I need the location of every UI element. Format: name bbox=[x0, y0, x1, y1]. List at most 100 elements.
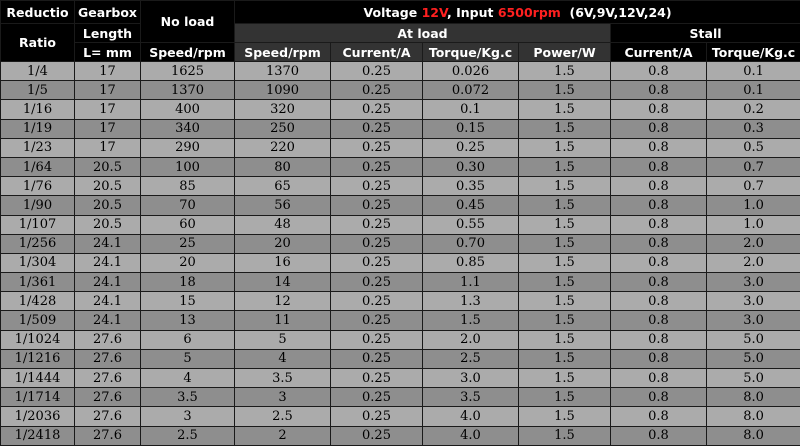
cell-ratio: 1/64 bbox=[1, 157, 75, 176]
cell-load-power: 1.5 bbox=[519, 81, 611, 100]
cell-stall-torque: 8.0 bbox=[707, 426, 800, 445]
cell-stall-current: 0.8 bbox=[611, 273, 707, 292]
cell-load-power: 1.5 bbox=[519, 196, 611, 215]
cell-load-torque: 0.1 bbox=[423, 100, 519, 119]
cell-load-speed: 220 bbox=[235, 138, 331, 157]
cell-stall-current: 0.8 bbox=[611, 311, 707, 330]
cell-load-torque: 0.70 bbox=[423, 234, 519, 253]
cell-ratio: 1/509 bbox=[1, 311, 75, 330]
cell-noload-speed: 13 bbox=[141, 311, 235, 330]
cell-load-speed: 56 bbox=[235, 196, 331, 215]
header-voltage-line: Voltage 12V, Input 6500rpm (6V,9V,12V,24… bbox=[235, 1, 800, 24]
cell-load-torque: 1.1 bbox=[423, 273, 519, 292]
cell-load-speed: 20 bbox=[235, 234, 331, 253]
cell-load-speed: 65 bbox=[235, 177, 331, 196]
cell-load-power: 1.5 bbox=[519, 369, 611, 388]
cell-length: 27.6 bbox=[75, 330, 141, 349]
cell-noload-speed: 18 bbox=[141, 273, 235, 292]
cell-length: 17 bbox=[75, 100, 141, 119]
cell-stall-torque: 2.0 bbox=[707, 253, 800, 272]
cell-stall-current: 0.8 bbox=[611, 81, 707, 100]
cell-length: 17 bbox=[75, 138, 141, 157]
cell-ratio: 1/1444 bbox=[1, 369, 75, 388]
cell-length: 20.5 bbox=[75, 157, 141, 176]
cell-stall-current: 0.8 bbox=[611, 196, 707, 215]
cell-ratio: 1/5 bbox=[1, 81, 75, 100]
header-gearbox-mid: Length bbox=[75, 24, 141, 43]
cell-load-speed: 320 bbox=[235, 100, 331, 119]
cell-stall-torque: 8.0 bbox=[707, 407, 800, 426]
cell-ratio: 1/76 bbox=[1, 177, 75, 196]
voltage-value: 12V bbox=[422, 5, 447, 20]
cell-load-speed: 4 bbox=[235, 349, 331, 368]
cell-load-speed: 3 bbox=[235, 388, 331, 407]
cell-load-torque: 0.55 bbox=[423, 215, 519, 234]
cell-stall-torque: 0.1 bbox=[707, 62, 800, 81]
cell-load-current: 0.25 bbox=[331, 234, 423, 253]
cell-load-current: 0.25 bbox=[331, 349, 423, 368]
cell-load-current: 0.25 bbox=[331, 369, 423, 388]
cell-stall-current: 0.8 bbox=[611, 157, 707, 176]
cell-load-torque: 4.0 bbox=[423, 426, 519, 445]
cell-load-torque: 3.0 bbox=[423, 369, 519, 388]
cell-load-torque: 0.072 bbox=[423, 81, 519, 100]
cell-load-current: 0.25 bbox=[331, 177, 423, 196]
cell-length: 17 bbox=[75, 119, 141, 138]
cell-load-power: 1.5 bbox=[519, 157, 611, 176]
cell-ratio: 1/304 bbox=[1, 253, 75, 272]
cell-load-torque: 0.30 bbox=[423, 157, 519, 176]
cell-load-power: 1.5 bbox=[519, 311, 611, 330]
cell-load-current: 0.25 bbox=[331, 426, 423, 445]
cell-noload-speed: 1625 bbox=[141, 62, 235, 81]
cell-load-power: 1.5 bbox=[519, 100, 611, 119]
cell-ratio: 1/1714 bbox=[1, 388, 75, 407]
cell-load-speed: 48 bbox=[235, 215, 331, 234]
cell-stall-torque: 5.0 bbox=[707, 330, 800, 349]
cell-stall-current: 0.8 bbox=[611, 349, 707, 368]
cell-load-current: 0.25 bbox=[331, 311, 423, 330]
cell-load-current: 0.25 bbox=[331, 253, 423, 272]
cell-stall-torque: 5.0 bbox=[707, 349, 800, 368]
cell-noload-speed: 5 bbox=[141, 349, 235, 368]
cell-stall-torque: 1.0 bbox=[707, 215, 800, 234]
cell-length: 17 bbox=[75, 81, 141, 100]
cell-length: 27.6 bbox=[75, 369, 141, 388]
voltage-label: Voltage bbox=[364, 5, 422, 20]
voltage-options: (6V,9V,12V,24) bbox=[570, 5, 672, 20]
cell-load-current: 0.25 bbox=[331, 62, 423, 81]
cell-stall-torque: 0.3 bbox=[707, 119, 800, 138]
cell-stall-torque: 5.0 bbox=[707, 369, 800, 388]
cell-ratio: 1/23 bbox=[1, 138, 75, 157]
cell-stall-current: 0.8 bbox=[611, 100, 707, 119]
cell-stall-current: 0.8 bbox=[611, 426, 707, 445]
cell-load-power: 1.5 bbox=[519, 273, 611, 292]
cell-stall-current: 0.8 bbox=[611, 388, 707, 407]
cell-load-current: 0.25 bbox=[331, 407, 423, 426]
cell-load-current: 0.25 bbox=[331, 100, 423, 119]
cell-length: 27.6 bbox=[75, 388, 141, 407]
cell-noload-speed: 15 bbox=[141, 292, 235, 311]
cell-ratio: 1/361 bbox=[1, 273, 75, 292]
cell-stall-torque: 2.0 bbox=[707, 234, 800, 253]
cell-noload-speed: 2.5 bbox=[141, 426, 235, 445]
cell-noload-speed: 4 bbox=[141, 369, 235, 388]
cell-ratio: 1/1216 bbox=[1, 349, 75, 368]
header-atload-speed: Speed/rpm bbox=[235, 43, 331, 62]
header-ratio-top: Reductio bbox=[1, 1, 75, 24]
cell-load-power: 1.5 bbox=[519, 253, 611, 272]
cell-ratio: 1/19 bbox=[1, 119, 75, 138]
table-header: Reductio Gearbox No load Voltage 12V, In… bbox=[1, 1, 800, 62]
cell-stall-current: 0.8 bbox=[611, 253, 707, 272]
cell-load-current: 0.25 bbox=[331, 119, 423, 138]
input-value: 6500rpm bbox=[498, 5, 561, 20]
cell-stall-current: 0.8 bbox=[611, 215, 707, 234]
cell-load-torque: 0.25 bbox=[423, 138, 519, 157]
